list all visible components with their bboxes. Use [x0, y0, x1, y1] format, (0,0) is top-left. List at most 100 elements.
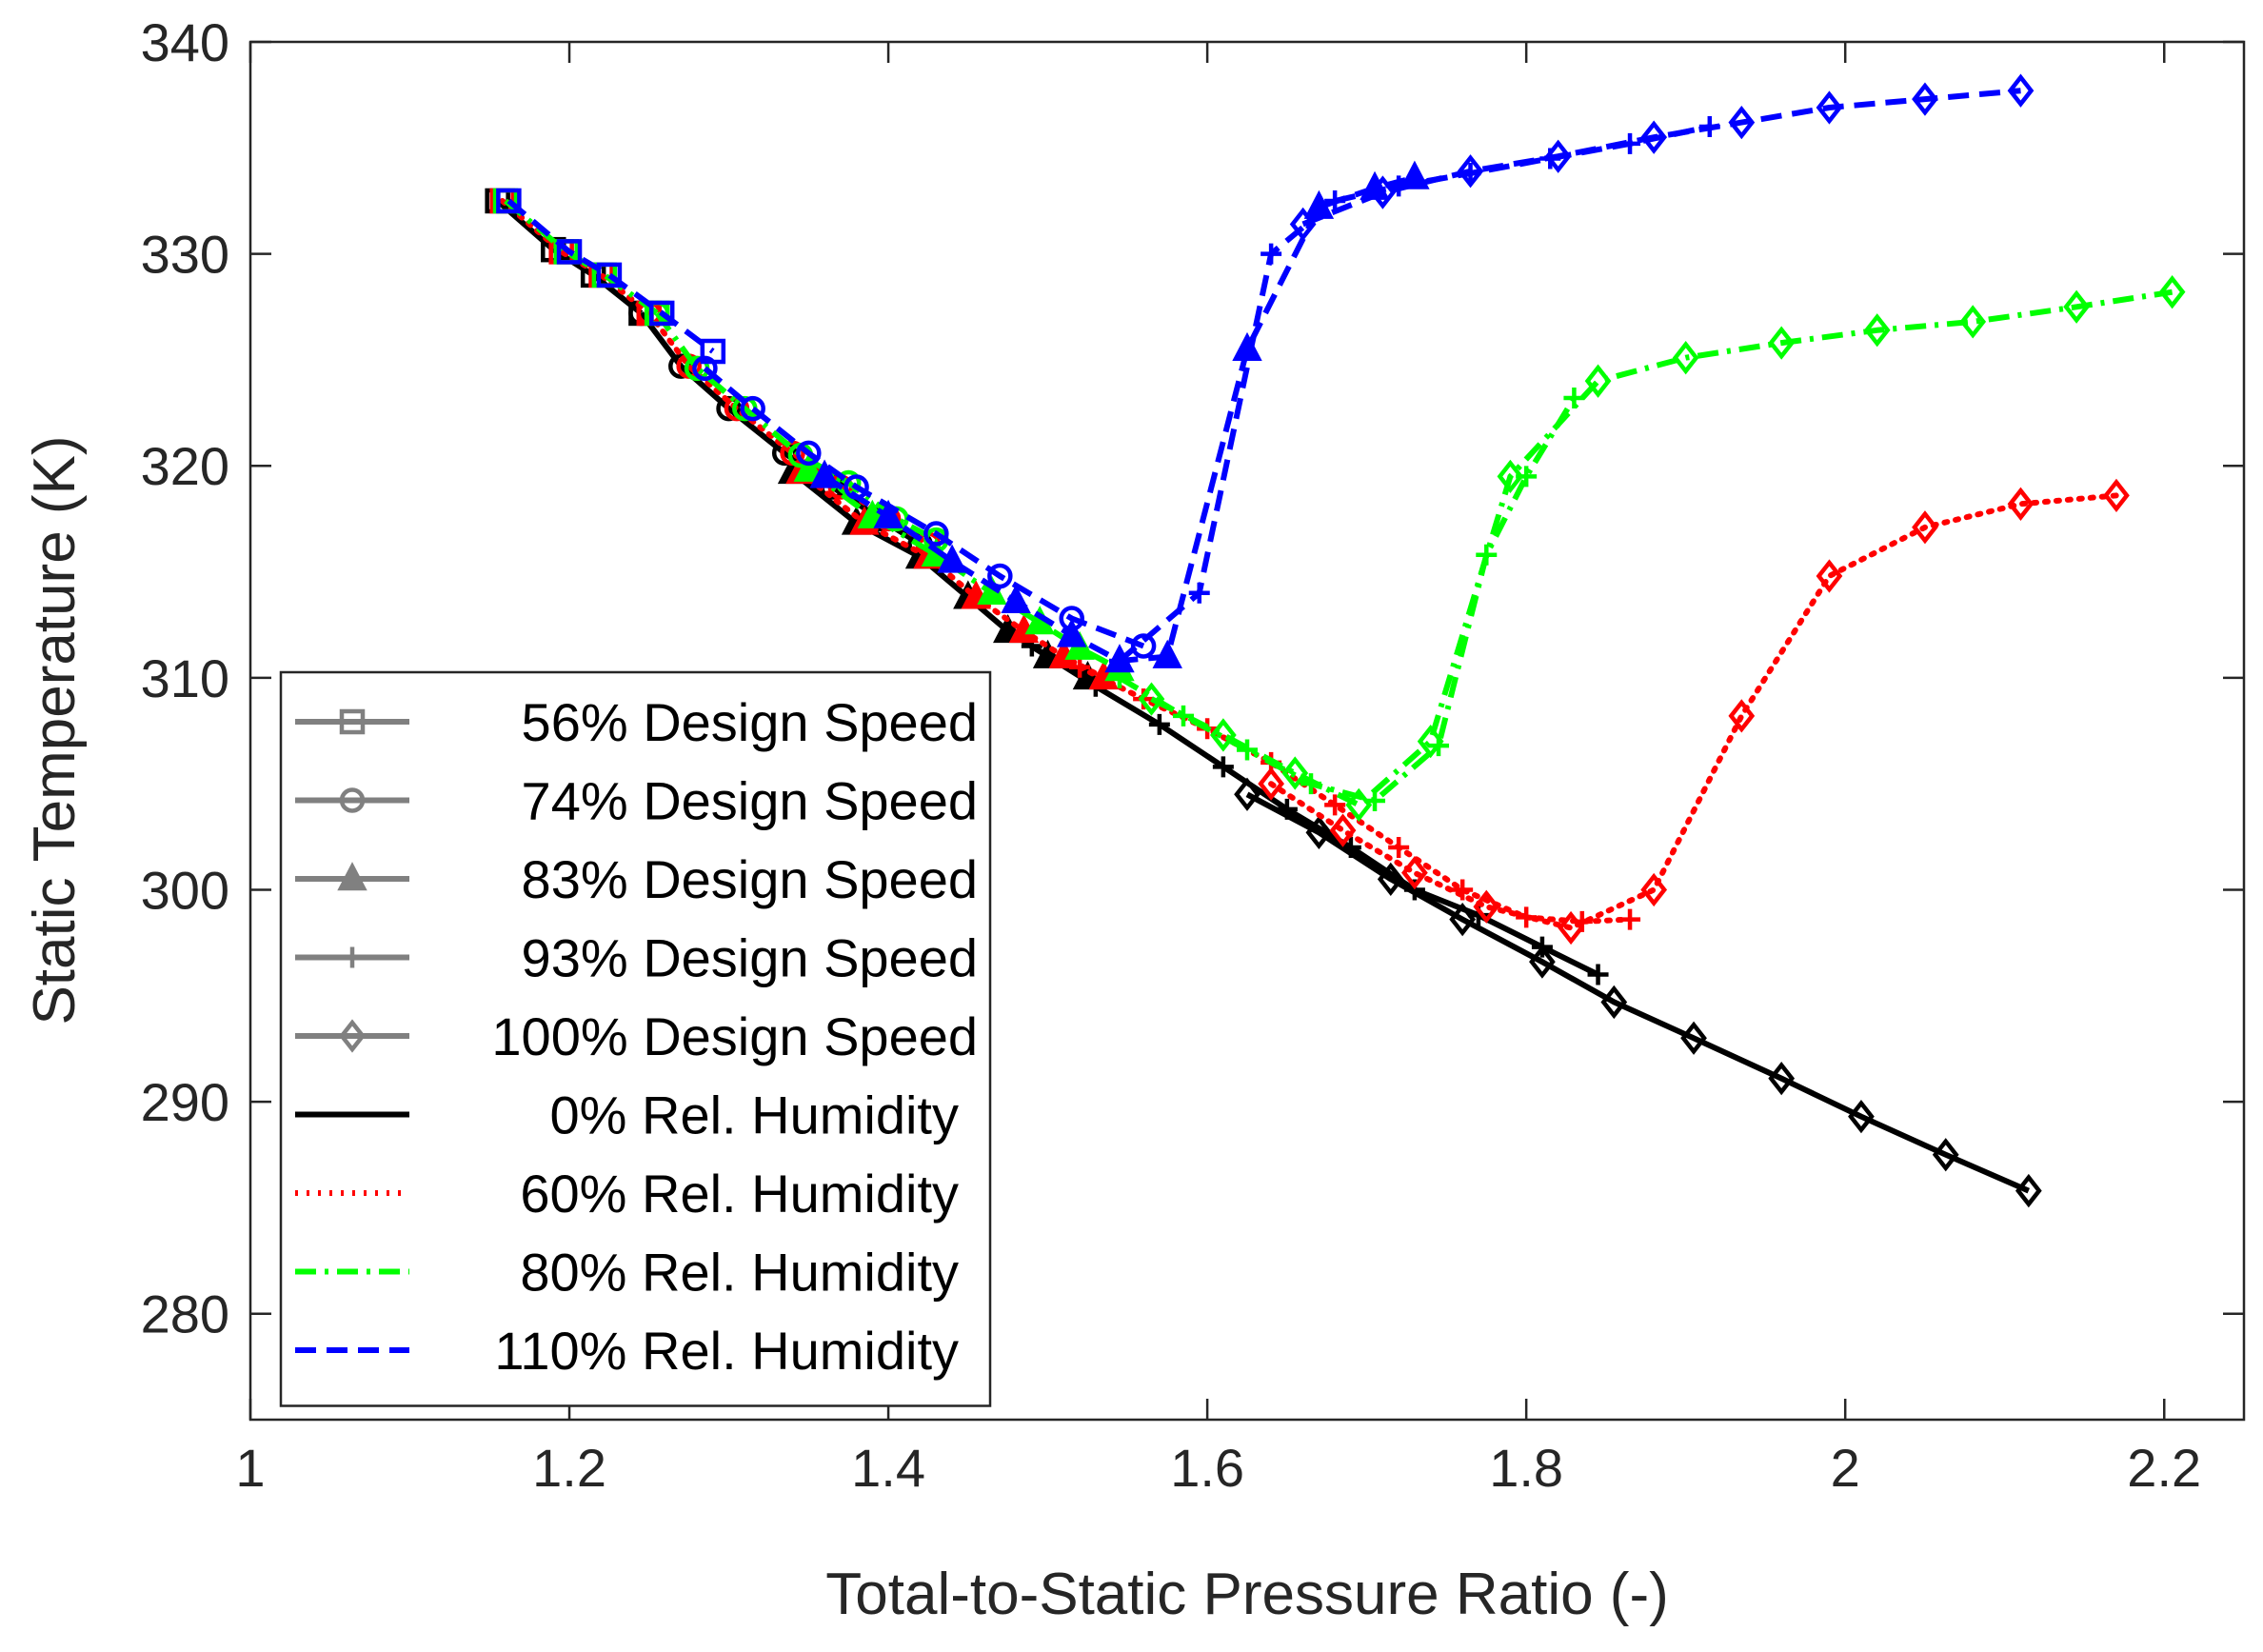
- y-tick-label: 330: [141, 225, 229, 285]
- data-point: [937, 544, 967, 573]
- data-point: [1728, 699, 1756, 733]
- data-point: [796, 440, 822, 467]
- legend-label: 60% Rel. Humidity: [520, 1164, 959, 1224]
- legend-label: 80% Rel. Humidity: [520, 1243, 959, 1303]
- legend-item: 74% Design Speed: [295, 771, 978, 831]
- data-point: [1816, 559, 1843, 593]
- y-tick-label: 290: [141, 1072, 229, 1132]
- series-line-9: [1268, 492, 2119, 931]
- data-point: [1324, 794, 1346, 816]
- legend-label: 110% Rel. Humidity: [494, 1321, 959, 1381]
- legend-marker: [337, 862, 367, 891]
- y-tick-label: 320: [141, 436, 229, 496]
- data-point: [1188, 582, 1210, 604]
- legend-label: 100% Design Speed: [491, 1006, 978, 1066]
- data-point: [1212, 756, 1234, 778]
- plot-frame: [248, 40, 2246, 1422]
- data-point: [2158, 275, 2186, 309]
- x-tick-label: 1.4: [851, 1438, 925, 1498]
- legend-marker: [339, 787, 366, 813]
- x-tick-label: 2: [1831, 1438, 1860, 1498]
- data-point: [1069, 656, 1091, 678]
- legend-label: 56% Design Speed: [522, 692, 978, 752]
- data-point: [1281, 756, 1309, 790]
- legend-label: 93% Design Speed: [522, 928, 978, 988]
- y-tick-label: 340: [141, 12, 229, 72]
- data-point: [1138, 682, 1165, 716]
- legend-box: [279, 670, 992, 1407]
- series-14: [1138, 275, 2186, 823]
- data-point: [793, 452, 824, 482]
- data-point: [1558, 910, 1584, 945]
- data-point: [1401, 856, 1428, 890]
- data-point: [1210, 718, 1237, 752]
- data-point: [2007, 487, 2035, 521]
- data-point: [1324, 189, 1346, 211]
- data-point: [1057, 618, 1087, 647]
- data-point: [2063, 289, 2090, 324]
- data-point: [1848, 1100, 1875, 1134]
- series-layer: [485, 73, 2186, 1208]
- data-point: [1728, 105, 1756, 140]
- data-point: [2007, 73, 2035, 108]
- data-point: [1680, 1021, 1707, 1055]
- data-point: [1529, 945, 1556, 979]
- data-point: [1473, 889, 1500, 924]
- data-point: [1449, 902, 1477, 937]
- data-point: [1544, 139, 1572, 173]
- data-point: [1497, 459, 1524, 494]
- y-axis-label: Static Temperature (K): [22, 435, 88, 1025]
- data-point: [1584, 364, 1612, 398]
- data-point: [1148, 713, 1170, 735]
- data-point: [2103, 478, 2130, 513]
- data-point: [1345, 787, 1373, 823]
- data-point: [556, 239, 583, 265]
- data-point: [873, 499, 903, 528]
- data-point: [1959, 305, 1987, 339]
- legend-item: 56% Design Speed: [295, 692, 978, 752]
- legend-item: 60% Rel. Humidity: [295, 1164, 959, 1224]
- data-point: [1305, 815, 1333, 849]
- x-tick-label: 1.2: [532, 1438, 606, 1498]
- data-point: [1108, 650, 1130, 672]
- data-point: [923, 521, 949, 547]
- legend-label: 0% Rel. Humidity: [550, 1085, 959, 1145]
- x-axis: 1 1.2 1.4 1.6 1.8 2 2.2: [235, 42, 2201, 1498]
- legend-item: 80% Rel. Humidity: [295, 1243, 959, 1303]
- y-tick-label: 310: [141, 648, 229, 708]
- series-9: [1258, 478, 2130, 945]
- series-19: [1289, 73, 2035, 242]
- data-point: [1329, 813, 1357, 847]
- data-point: [1672, 341, 1699, 375]
- data-point: [648, 300, 675, 327]
- series-line-3: [1030, 643, 1599, 978]
- series-line-4: [1245, 791, 2030, 1194]
- legend-item: 93% Design Speed: [295, 928, 978, 988]
- legend-item: 100% Design Speed: [295, 1006, 978, 1066]
- legend-label: 74% Design Speed: [522, 771, 978, 831]
- data-point: [1001, 584, 1031, 613]
- data-point: [596, 262, 623, 289]
- legend-item: 110% Rel. Humidity: [295, 1321, 959, 1381]
- y-tick-label: 300: [141, 860, 229, 920]
- series-line-19: [1301, 88, 2021, 228]
- data-point: [1457, 154, 1484, 189]
- legend-label: 83% Design Speed: [522, 849, 978, 909]
- data-point: [1234, 777, 1261, 811]
- series-4: [1234, 777, 2042, 1208]
- data-point: [1289, 207, 1317, 242]
- data-point: [1619, 908, 1641, 930]
- data-point: [1932, 1138, 1959, 1172]
- data-point: [1912, 82, 1938, 116]
- legend: 56% Design Speed 74% Design Speed 83% Desi…: [279, 670, 992, 1407]
- data-point: [1417, 724, 1444, 759]
- legend-item: 0% Rel. Humidity: [295, 1085, 959, 1145]
- y-axis: 280 290 300 310 320 330 340: [141, 12, 2244, 1344]
- data-point: [1640, 872, 1668, 907]
- legend-marker: [339, 1019, 366, 1053]
- data-point: [1912, 510, 1938, 545]
- data-point: [1377, 862, 1404, 896]
- data-point: [1640, 120, 1668, 154]
- y-tick-label: 280: [141, 1284, 229, 1344]
